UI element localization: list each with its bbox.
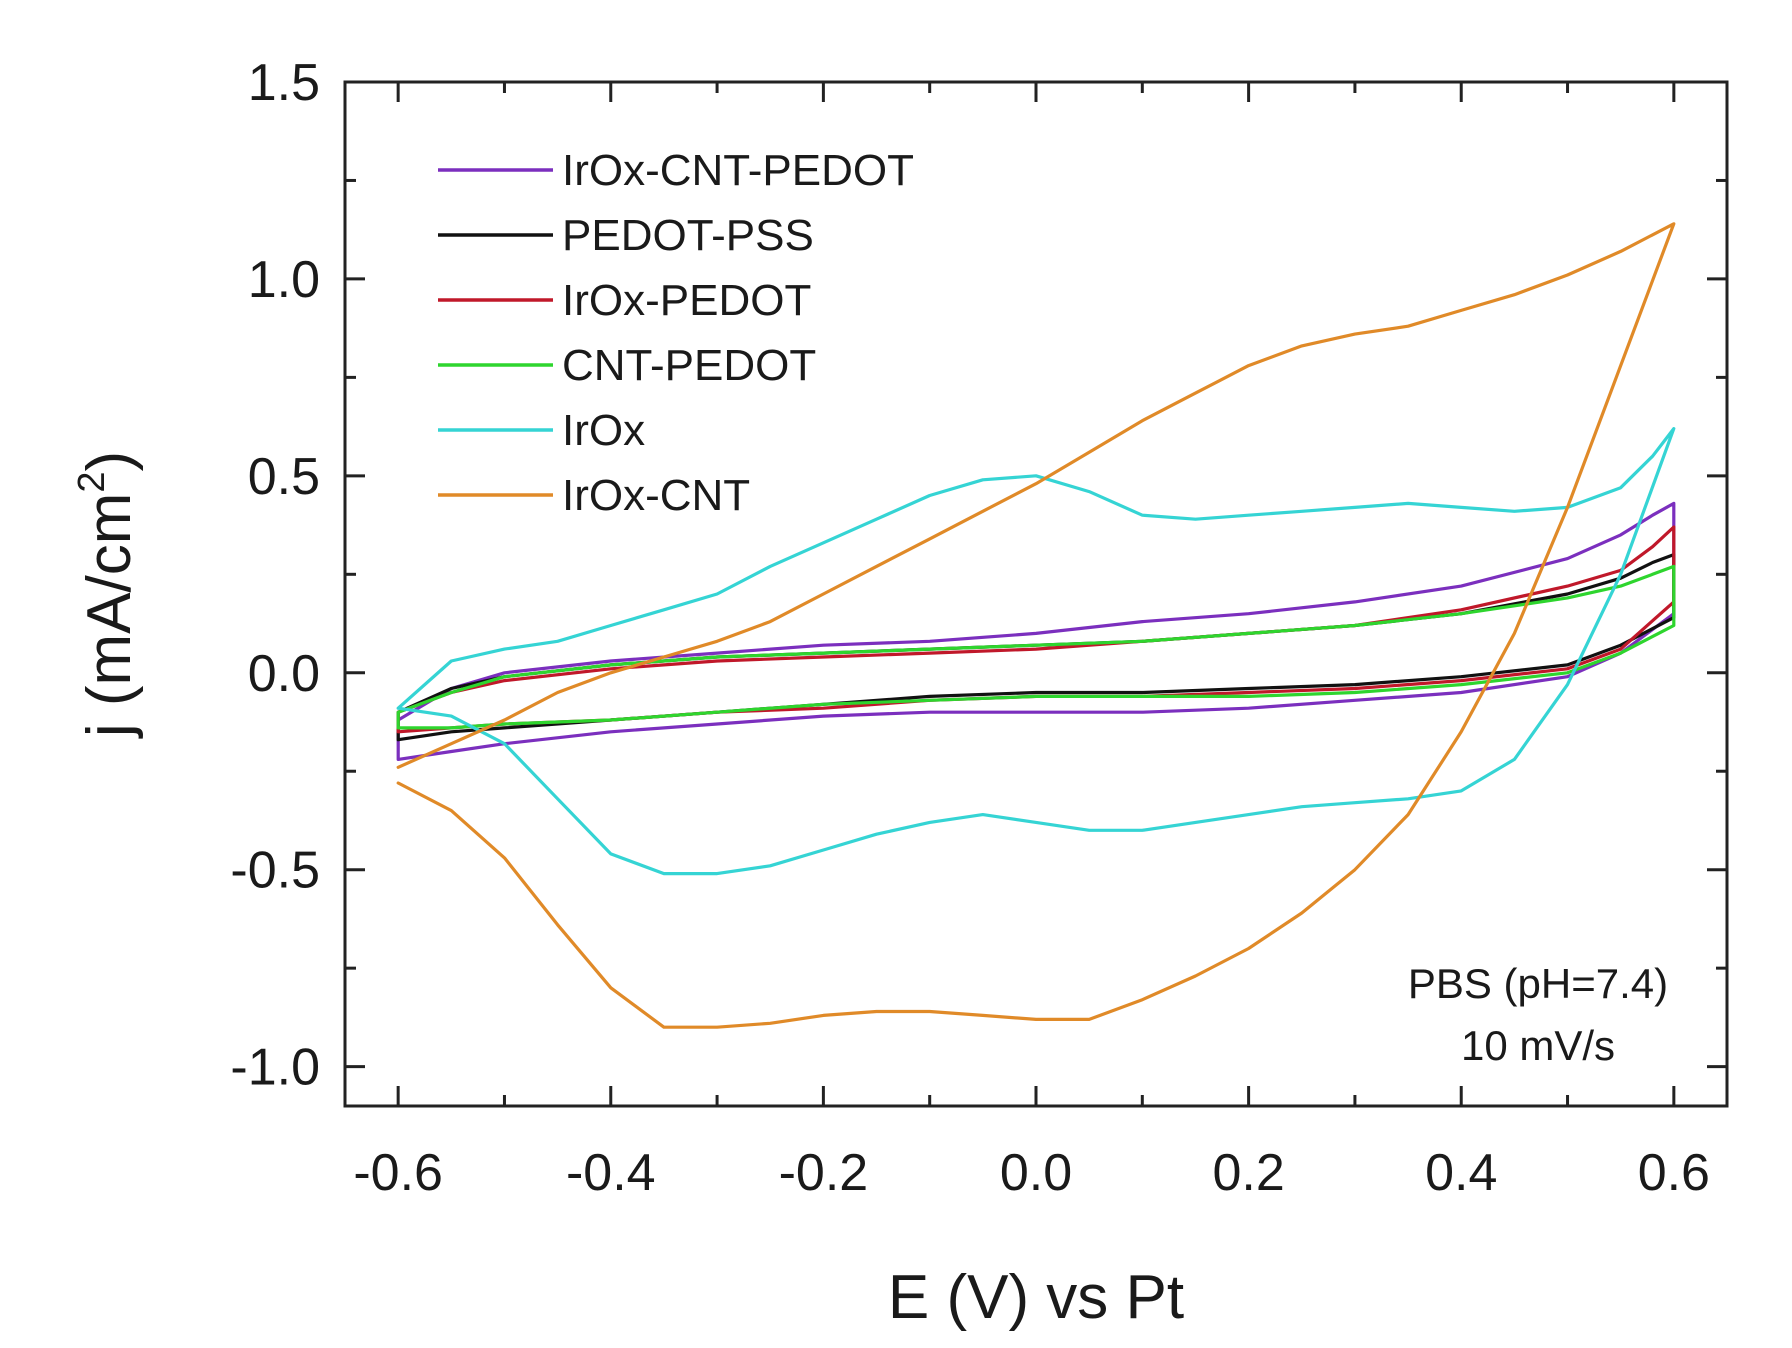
y-axis-title-base: j (mA/cm (75, 493, 144, 740)
y-tick-label: 1.5 (248, 54, 320, 112)
series-layer (396, 222, 1676, 1029)
y-tick-label: -1.0 (230, 1039, 320, 1097)
y-axis-title-superscript: 2 (71, 471, 113, 492)
x-tick-label: 0.2 (1212, 1144, 1284, 1202)
series-line-4 (396, 427, 1676, 876)
x-tick-label: -0.4 (566, 1144, 656, 1202)
y-tick-label: 0.5 (248, 448, 320, 506)
y-axis-title: j (mA/cm2) (71, 451, 144, 739)
series-line-5 (396, 222, 1676, 1029)
x-tick-label: -0.2 (779, 1144, 869, 1202)
series-line-2 (396, 525, 1676, 734)
legend-label-1: PEDOT-PSS (562, 211, 814, 260)
legend-label-3: CNT-PEDOT (562, 341, 816, 390)
y-tick-label: -0.5 (230, 842, 320, 900)
y-tick-label: 1.0 (248, 251, 320, 309)
annotation-medium: PBS (pH=7.4) (1408, 960, 1668, 1007)
x-tick-label: 0.4 (1425, 1144, 1497, 1202)
legend-label-4: IrOx (562, 406, 645, 455)
x-tick-label: 0.6 (1638, 1144, 1710, 1202)
series-line-0 (396, 501, 1676, 761)
x-axis-title: E (V) vs Pt (888, 1263, 1184, 1332)
y-axis-ticks: -1.0 -0.5 0.0 0.5 1.0 1.5 (230, 54, 1727, 1097)
legend-label-5: IrOx-CNT (562, 471, 750, 520)
legend-label-2: IrOx-PEDOT (562, 276, 811, 325)
series-line-3 (396, 564, 1676, 730)
annotation-scan-rate: 10 mV/s (1461, 1022, 1615, 1069)
legend-label-0: IrOx-CNT-PEDOT (562, 146, 914, 195)
y-axis-title-close: ) (75, 451, 144, 472)
legend: IrOx-CNT-PEDOT PEDOT-PSS IrOx-PEDOT CNT-PED… (438, 146, 914, 520)
x-axis-ticks: -0.6 -0.4 -0.2 0.0 0.2 0.4 0.6 (353, 82, 1710, 1202)
y-tick-label: 0.0 (248, 645, 320, 703)
x-tick-label: 0.0 (1000, 1144, 1072, 1202)
x-tick-label: -0.6 (353, 1144, 443, 1202)
